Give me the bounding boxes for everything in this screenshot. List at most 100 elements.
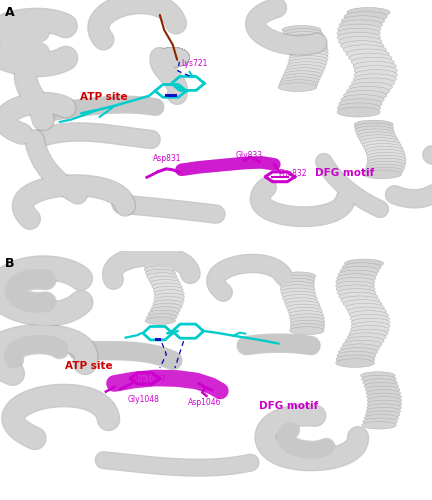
Ellipse shape xyxy=(156,48,189,67)
Ellipse shape xyxy=(289,310,324,318)
Ellipse shape xyxy=(336,358,375,368)
Ellipse shape xyxy=(288,308,322,316)
Ellipse shape xyxy=(283,70,322,80)
Ellipse shape xyxy=(289,56,327,64)
Ellipse shape xyxy=(367,400,402,407)
Ellipse shape xyxy=(354,66,397,76)
Ellipse shape xyxy=(156,48,189,67)
Ellipse shape xyxy=(353,62,396,72)
Text: Asp831: Asp831 xyxy=(153,154,182,162)
Ellipse shape xyxy=(156,48,189,67)
Ellipse shape xyxy=(156,48,189,67)
Ellipse shape xyxy=(148,310,178,318)
Ellipse shape xyxy=(350,326,389,334)
Ellipse shape xyxy=(366,150,405,158)
Ellipse shape xyxy=(282,74,321,82)
Ellipse shape xyxy=(352,78,395,88)
Ellipse shape xyxy=(345,336,384,345)
Ellipse shape xyxy=(341,94,384,104)
Ellipse shape xyxy=(336,278,375,286)
Ellipse shape xyxy=(339,20,382,30)
Ellipse shape xyxy=(156,48,189,67)
Ellipse shape xyxy=(337,288,376,298)
Ellipse shape xyxy=(339,348,378,356)
Ellipse shape xyxy=(367,404,401,411)
Ellipse shape xyxy=(156,48,189,67)
Ellipse shape xyxy=(152,304,182,311)
Ellipse shape xyxy=(289,46,328,56)
Ellipse shape xyxy=(337,107,380,117)
Ellipse shape xyxy=(152,283,182,290)
Ellipse shape xyxy=(364,414,399,422)
Ellipse shape xyxy=(156,48,189,67)
Ellipse shape xyxy=(348,307,387,316)
Ellipse shape xyxy=(289,44,328,52)
Ellipse shape xyxy=(282,292,316,299)
Ellipse shape xyxy=(156,48,189,67)
Ellipse shape xyxy=(153,300,183,308)
Ellipse shape xyxy=(362,422,396,429)
Ellipse shape xyxy=(156,48,189,67)
Text: ATP site: ATP site xyxy=(65,362,112,372)
Text: Asp1046: Asp1046 xyxy=(188,398,222,407)
Ellipse shape xyxy=(354,70,397,80)
Ellipse shape xyxy=(346,86,390,97)
Ellipse shape xyxy=(149,276,179,283)
Ellipse shape xyxy=(361,372,395,379)
Ellipse shape xyxy=(366,408,401,415)
Ellipse shape xyxy=(349,310,388,320)
Ellipse shape xyxy=(367,152,406,161)
Ellipse shape xyxy=(364,167,403,175)
Ellipse shape xyxy=(347,333,386,342)
Ellipse shape xyxy=(337,103,381,113)
Ellipse shape xyxy=(283,28,322,38)
Text: A: A xyxy=(5,6,15,19)
Text: ATP site: ATP site xyxy=(80,92,127,102)
Ellipse shape xyxy=(280,275,315,283)
Ellipse shape xyxy=(343,90,387,101)
Ellipse shape xyxy=(146,252,176,260)
Ellipse shape xyxy=(154,290,184,297)
Ellipse shape xyxy=(287,38,326,46)
Ellipse shape xyxy=(156,48,189,67)
Ellipse shape xyxy=(282,26,321,34)
Ellipse shape xyxy=(285,301,320,309)
Ellipse shape xyxy=(290,317,325,325)
Ellipse shape xyxy=(156,48,189,67)
Text: Lys721: Lys721 xyxy=(181,59,208,68)
Ellipse shape xyxy=(363,379,397,386)
Ellipse shape xyxy=(337,32,381,42)
Ellipse shape xyxy=(342,263,381,272)
Ellipse shape xyxy=(150,280,181,287)
Ellipse shape xyxy=(362,376,396,383)
Ellipse shape xyxy=(339,99,382,108)
Ellipse shape xyxy=(337,28,380,38)
Ellipse shape xyxy=(357,132,396,140)
Ellipse shape xyxy=(156,48,189,67)
Ellipse shape xyxy=(340,40,384,50)
Ellipse shape xyxy=(156,48,189,67)
Text: Gly1048: Gly1048 xyxy=(127,394,159,404)
Ellipse shape xyxy=(339,292,378,301)
Text: Gly833: Gly833 xyxy=(235,151,263,160)
Ellipse shape xyxy=(285,32,324,40)
Ellipse shape xyxy=(280,285,315,293)
Ellipse shape xyxy=(144,262,174,270)
Ellipse shape xyxy=(341,296,380,304)
Ellipse shape xyxy=(338,270,377,279)
Ellipse shape xyxy=(156,48,189,67)
Ellipse shape xyxy=(349,53,392,63)
Ellipse shape xyxy=(350,314,389,323)
Ellipse shape xyxy=(351,318,390,327)
Ellipse shape xyxy=(289,50,328,58)
Text: DFG motif: DFG motif xyxy=(259,401,318,411)
Ellipse shape xyxy=(344,12,387,22)
Ellipse shape xyxy=(367,158,406,167)
Ellipse shape xyxy=(365,164,404,173)
Ellipse shape xyxy=(367,393,401,400)
Ellipse shape xyxy=(150,307,180,314)
Ellipse shape xyxy=(290,324,325,332)
Ellipse shape xyxy=(281,288,315,296)
Ellipse shape xyxy=(349,82,392,92)
Ellipse shape xyxy=(147,272,177,280)
